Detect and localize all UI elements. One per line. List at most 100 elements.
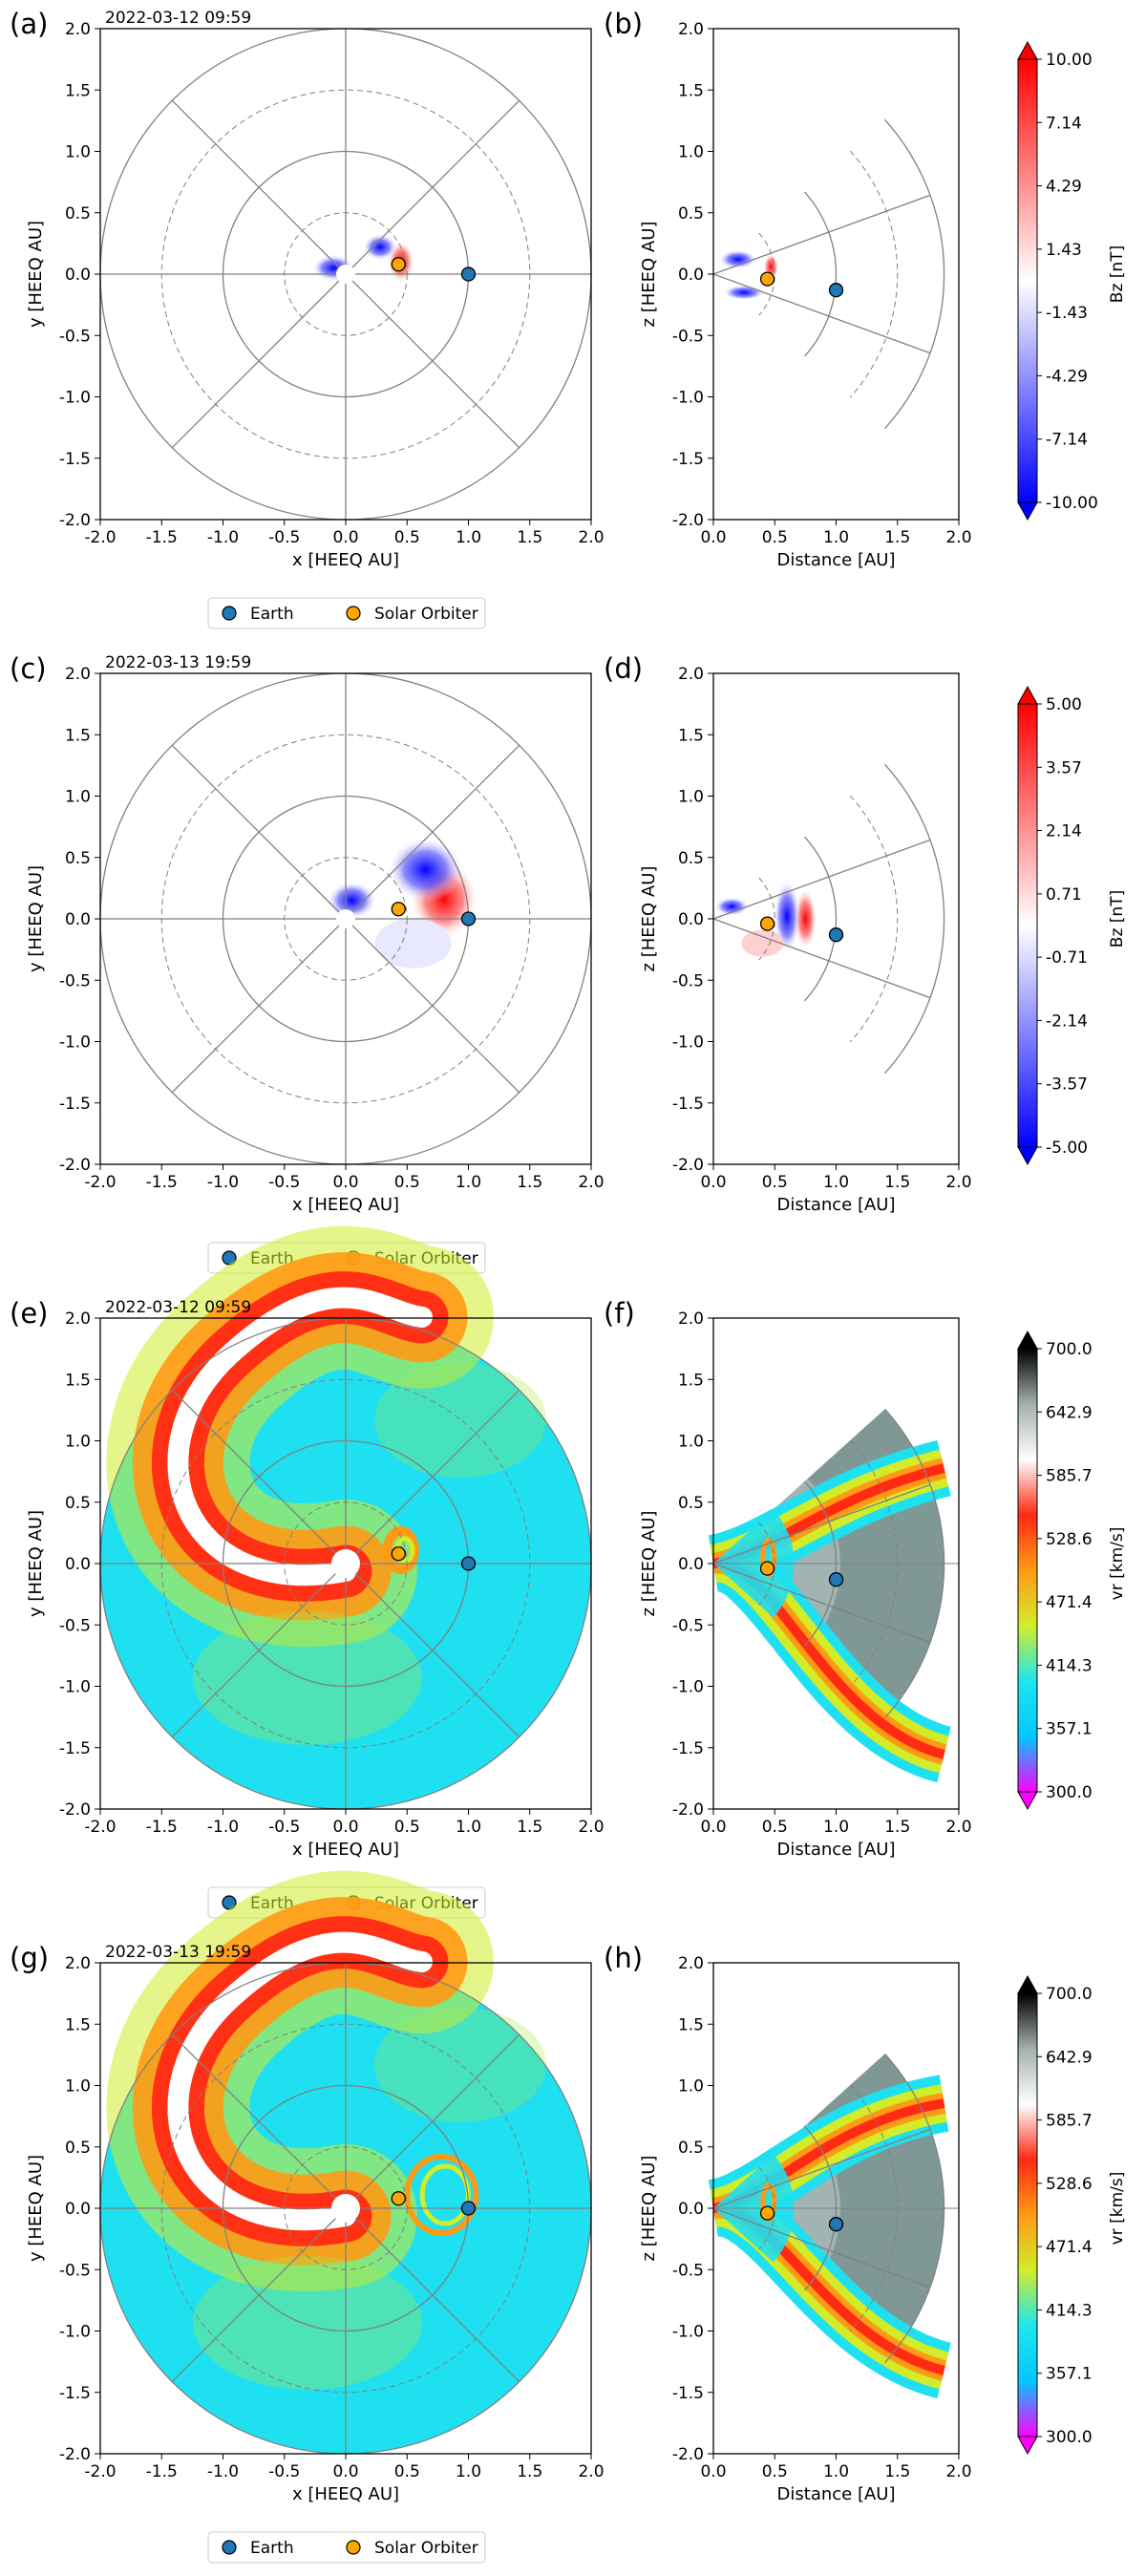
x-tick-label: 1.5 xyxy=(517,528,542,547)
bz-negative-region xyxy=(362,233,397,261)
x-tick-label: -1.0 xyxy=(207,2462,239,2481)
y-tick-label: 0.0 xyxy=(678,266,704,285)
y-tick-label: -1.5 xyxy=(672,1095,704,1114)
x-tick-label: 1.0 xyxy=(456,1818,481,1837)
x-tick-label: 0.0 xyxy=(332,1173,358,1192)
timestamp: 2022-03-13 19:59 xyxy=(105,1943,251,1962)
x-tick-label: -0.5 xyxy=(268,1818,300,1837)
sun-occulter xyxy=(336,909,355,928)
colorbar-tick-label: -4.29 xyxy=(1046,367,1088,386)
radial-grid-line xyxy=(345,273,520,449)
latitude-line xyxy=(712,1483,931,1565)
y-tick-label: -0.5 xyxy=(672,1616,704,1635)
y-tick-label: -1.0 xyxy=(672,1033,704,1053)
x-tick-label: 0.0 xyxy=(700,528,726,547)
x-axis-label: x [HEEQ AU] xyxy=(292,1195,399,1215)
solar-orbiter-marker xyxy=(391,1546,406,1562)
radius-arc xyxy=(804,836,838,1002)
slow-wind-patch xyxy=(193,2256,422,2390)
earth-marker xyxy=(828,2217,844,2232)
latitude-line xyxy=(712,918,931,999)
y-tick-label: -1.0 xyxy=(59,2323,91,2342)
solar-orbiter-marker xyxy=(759,2205,775,2221)
y-tick-label: 2.0 xyxy=(678,665,704,684)
earth-marker xyxy=(460,1556,477,1571)
dashed-radius-arc xyxy=(758,2166,775,2250)
y-tick-label: 1.5 xyxy=(678,81,704,100)
x-tick-label: 0.5 xyxy=(762,528,788,547)
x-tick-label: 0.5 xyxy=(762,2462,788,2481)
x-tick-label: -2.0 xyxy=(84,1818,116,1837)
x-tick-label: 2.0 xyxy=(578,1818,604,1837)
x-tick-label: 1.5 xyxy=(884,1818,910,1837)
y-axis-label: y [HEEQ AU] xyxy=(26,865,46,972)
x-tick-label: -1.5 xyxy=(146,1818,178,1837)
dashed-radius-arc xyxy=(758,877,775,961)
radial-grid-line xyxy=(171,1389,347,1565)
colorbar-extend-top xyxy=(1017,40,1038,60)
sun-occulter xyxy=(336,265,355,284)
x-tick-label: 0.0 xyxy=(332,528,358,547)
y-tick-label: 1.0 xyxy=(678,1433,704,1452)
y-tick-label: -1.0 xyxy=(672,389,704,408)
y-tick-label: 0.0 xyxy=(65,910,91,929)
cme-front xyxy=(404,2154,479,2236)
radial-grid-line xyxy=(171,1563,347,1738)
legend-earth-marker xyxy=(222,606,237,621)
x-tick-label: 1.0 xyxy=(456,1173,481,1192)
x-tick-label: 0.5 xyxy=(762,1173,788,1192)
y-tick-label: -2.0 xyxy=(672,2445,704,2464)
colorbar-tick-label: -2.14 xyxy=(1046,1011,1088,1031)
colorbar-tick-label: 528.6 xyxy=(1046,1530,1093,1549)
x-tick-label: -1.5 xyxy=(146,2462,178,2481)
y-axis-label: z [HEEQ AU] xyxy=(639,866,659,972)
colorbar-tick-label: 300.0 xyxy=(1046,1783,1093,1802)
x-tick-label: -1.0 xyxy=(207,1818,239,1837)
radial-grid-line xyxy=(345,744,520,920)
bz-positive-region xyxy=(794,888,817,949)
radial-grid-line xyxy=(171,2033,347,2209)
y-tick-label: -1.5 xyxy=(59,2384,91,2403)
colorbar-tick-label: 471.4 xyxy=(1046,2238,1093,2257)
x-tick-label: 1.0 xyxy=(823,528,849,547)
fast-stream-arm xyxy=(167,1287,433,1586)
x-tick-label: 0.0 xyxy=(332,1818,358,1837)
dashed-radius-arc xyxy=(758,1522,775,1606)
y-tick-label: 1.5 xyxy=(65,1371,91,1390)
colorbar-extend-bottom xyxy=(1017,1791,1038,1811)
x-tick-label: -1.0 xyxy=(207,528,239,547)
dashed-radius-arc xyxy=(758,232,775,316)
y-tick-label: 0.5 xyxy=(678,2139,704,2158)
colorbar-tick-label: 414.3 xyxy=(1046,2301,1093,2320)
x-tick-label: 1.5 xyxy=(517,2462,542,2481)
bz-weak-region xyxy=(374,918,452,969)
y-tick-label: -1.5 xyxy=(59,1739,91,1758)
meridional-panel: 0.0 0.5 1.0 1.5 2.0 2.0 1.5 1.0 0.5 0.0 -0.5 -1.0 -1… xyxy=(604,1942,972,2504)
colorbar-bar xyxy=(1017,58,1038,503)
colorbar-label: vr [km/s] xyxy=(1108,2172,1127,2246)
x-axis-label: x [HEEQ AU] xyxy=(292,2484,399,2504)
equatorial-panel: -2.0 -1.5 -1.0 -0.5 0.0 0.5 1.0 1.5 2.0 2.0 1.5 1.0… xyxy=(10,1870,605,2504)
colorbar-extend-top xyxy=(1017,1974,1038,1994)
slow-wind-patch xyxy=(193,1611,422,1745)
colorbar-tick-label: 7.14 xyxy=(1046,114,1082,133)
colorbar-extend-bottom xyxy=(1017,1146,1038,1166)
x-tick-label: 1.5 xyxy=(884,528,910,547)
y-tick-label: 1.5 xyxy=(65,726,91,745)
latitude-line xyxy=(712,2128,931,2209)
legend-earth-marker xyxy=(222,2540,237,2555)
meridional-panel: 0.0 0.5 1.0 1.5 2.0 2.0 1.5 1.0 0.5 0.0 -0.5 -1.0 -1… xyxy=(604,1297,972,1860)
x-axis-label: x [HEEQ AU] xyxy=(292,550,399,570)
y-tick-label: 2.0 xyxy=(65,20,91,39)
x-tick-label: 0.0 xyxy=(332,2462,358,2481)
x-tick-label: -2.0 xyxy=(84,2462,116,2481)
colorbar-tick-label: 414.3 xyxy=(1046,1656,1093,1675)
meridional-panel: 0.0 0.5 1.0 1.5 2.0 2.0 1.5 1.0 0.5 0.0 -0.5 -1.0 -1… xyxy=(604,652,972,1215)
solar-orbiter-marker xyxy=(759,271,775,287)
latitude-line xyxy=(712,273,931,354)
dashed-radius-arc xyxy=(849,150,899,398)
radial-grid-line xyxy=(345,99,520,275)
equatorial-panel: -2.0 -1.5 -1.0 -0.5 0.0 0.5 1.0 1.5 2.0 2.0 1.5 1.0… xyxy=(10,1225,605,1860)
bz-weak-region xyxy=(741,929,784,957)
latitude-line xyxy=(712,194,931,275)
